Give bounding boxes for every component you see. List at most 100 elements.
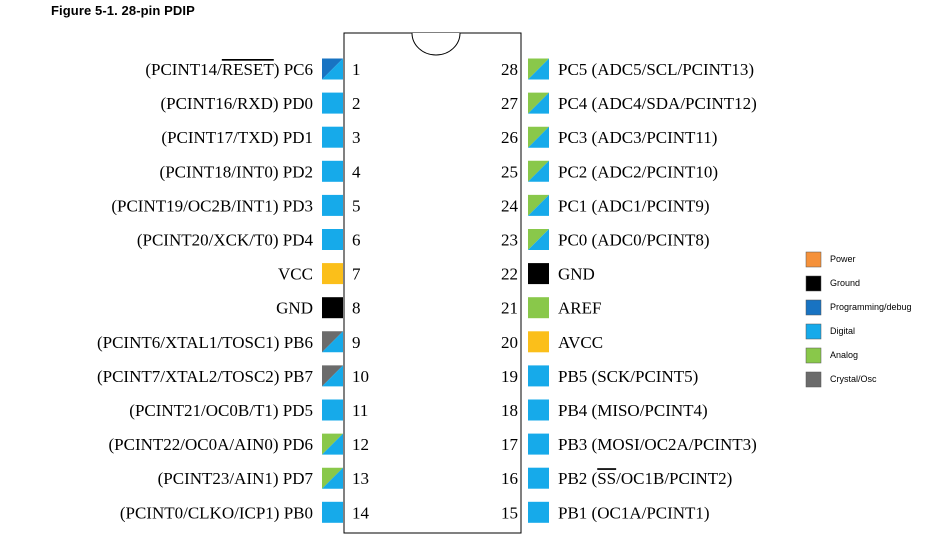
pin-number: 3	[352, 128, 361, 147]
pin-11: 11 (PCINT21/OC0B/T1) PD5	[129, 399, 368, 421]
pin-number: 28	[501, 60, 518, 79]
pin-3-color-box	[322, 126, 343, 148]
legend-entry-digital: Digital	[805, 323, 855, 340]
legend-entry-ground: Ground	[805, 275, 860, 292]
pin-20-color-box	[528, 331, 549, 353]
pin-26-color-box	[528, 126, 549, 148]
legend-swatch	[805, 347, 822, 364]
pin-label: (PCINT0/CLKO/ICP1) PB0	[120, 503, 313, 522]
pin-number: 4	[352, 162, 361, 181]
pin-6-color-box	[322, 229, 343, 250]
pin-label: PB1 (OC1A/PCINT1)	[558, 503, 710, 522]
legend-label: Programming/debug	[830, 302, 912, 312]
legend-swatch	[805, 323, 822, 340]
chip-body	[343, 32, 522, 534]
pin-23-color-box-lower	[528, 229, 549, 250]
pin-8-color-box	[322, 297, 343, 319]
pin-label: (PCINT21/OC0B/T1) PD5	[129, 401, 313, 420]
pin-19-color-box	[528, 365, 549, 387]
pin-label: (PCINT19/OC2B/INT1) PD3	[111, 196, 313, 215]
pin-number: 1	[352, 60, 361, 79]
pin-28-color-box-lower	[528, 58, 549, 80]
pin-17-color-box	[528, 433, 549, 455]
legend-swatch	[805, 299, 822, 316]
pin-26: 26 PC3 (ADC3/PCINT11)	[501, 126, 717, 148]
pin-label-part: ) PC6	[274, 60, 313, 79]
pin-1-color-box-lower	[322, 58, 343, 80]
legend-entry-crystal: Crystal/Osc	[805, 371, 877, 388]
pin-12-color-box	[322, 433, 343, 455]
pin-1: 1 (PCINT14/RESET) PC6	[145, 58, 361, 80]
pin-7-color-box	[322, 263, 343, 285]
pin-label: (PCINT22/OC0A/AIN0) PD6	[109, 435, 313, 454]
pin-22-color-box	[528, 263, 549, 285]
pin-25-color-box	[528, 160, 549, 182]
pin-4-color-box	[322, 160, 343, 182]
pin-number: 14	[352, 503, 370, 522]
pin-number: 21	[501, 299, 518, 318]
pin-label: AREF	[558, 299, 601, 318]
pin-label: GND	[276, 299, 313, 318]
pin-label: (PCINT14/RESET) PC6	[145, 60, 313, 79]
legend-label: Ground	[830, 278, 860, 288]
pin-12-color-box-lower	[322, 433, 343, 455]
pin-20: 20 AVCC	[501, 331, 603, 353]
chip-notch	[411, 32, 461, 56]
pin-number: 22	[501, 265, 518, 284]
pin-18: 18 PB4 (MISO/PCINT4)	[501, 399, 708, 421]
pin-5-color-box	[322, 194, 343, 216]
pin-label-active-low: RESET	[222, 60, 275, 79]
pin-number: 9	[352, 333, 361, 352]
pin-21-color-box	[528, 297, 549, 319]
pin-9: 9 (PCINT6/XTAL1/TOSC1) PB6	[97, 331, 361, 353]
pin-9-color-box-lower	[322, 331, 343, 353]
pin-18-color-box	[528, 399, 549, 421]
pin-label: PC3 (ADC3/PCINT11)	[558, 128, 717, 147]
pin-25: 25 PC2 (ADC2/PCINT10)	[501, 160, 718, 182]
pin-25-color-box-lower	[528, 160, 549, 182]
pin-27: 27 PC4 (ADC4/SDA/PCINT12)	[501, 92, 757, 114]
pin-label-part: PB3 (MOSI/OC2A/PCINT3)	[558, 435, 757, 454]
pin-24-color-box-lower	[528, 194, 549, 216]
pin-label-part: PB2 (	[558, 469, 598, 488]
pin-1-color-box	[322, 58, 343, 80]
pin-10-color-box	[322, 365, 343, 387]
pin-6: 6 (PCINT20/XCK/T0) PD4	[137, 229, 361, 250]
pin-26-color-box-lower	[528, 126, 549, 148]
pin-28-color-box	[528, 58, 549, 80]
pin-number: 7	[352, 265, 361, 284]
pin-number: 19	[501, 367, 518, 386]
pin-label: (PCINT18/INT0) PD2	[160, 162, 313, 181]
pin-number: 17	[501, 435, 519, 454]
pin-23-color-box	[528, 229, 549, 250]
pin-15-color-box	[528, 501, 549, 523]
pin-label: VCC	[278, 265, 313, 284]
right-pin-column: 28 PC5 (ADC5/SCL/PCINT13) 27 PC4 (ADC4/SDA/…	[501, 58, 757, 523]
pin-10-color-box-lower	[322, 365, 343, 387]
pin-17: 17 PB3 (MOSI/OC2A/PCINT3)	[501, 433, 757, 455]
pin-5: 5 (PCINT19/OC2B/INT1) PD3	[111, 194, 361, 216]
legend-swatch	[805, 371, 822, 388]
pin-11-color-box	[322, 399, 343, 421]
pin-number: 26	[501, 128, 518, 147]
pin-number: 20	[501, 333, 518, 352]
pin-label: (PCINT6/XTAL1/TOSC1) PB6	[97, 333, 313, 352]
pin-label-part: /OC1B/PCINT2)	[616, 469, 732, 488]
pin-label: PC4 (ADC4/SDA/PCINT12)	[558, 94, 757, 113]
pin-number: 6	[352, 231, 361, 250]
pin-22: 22 GND	[501, 263, 595, 285]
pin-label: (PCINT17/TXD) PD1	[161, 128, 313, 147]
pin-number: 8	[352, 299, 361, 318]
pin-number: 2	[352, 94, 361, 113]
pin-3: 3 (PCINT17/TXD) PD1	[161, 126, 361, 148]
legend-entry-analog: Analog	[805, 347, 858, 364]
legend-swatch	[805, 275, 822, 292]
pin-number: 15	[501, 503, 518, 522]
pin-19: 19 PB5 (SCK/PCINT5)	[501, 365, 698, 387]
pin-label: (PCINT16/RXD) PD0	[160, 94, 313, 113]
legend-label: Analog	[830, 350, 858, 360]
pin-23: 23 PC0 (ADC0/PCINT8)	[501, 229, 710, 250]
pin-number: 16	[501, 469, 518, 488]
pin-number: 5	[352, 196, 361, 215]
